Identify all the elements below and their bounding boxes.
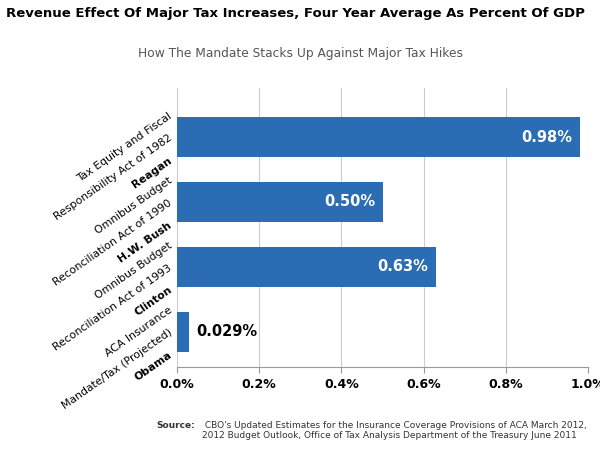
Text: Tax Equity and Fiscal: Tax Equity and Fiscal (76, 111, 174, 184)
Text: Omnibus Budget: Omnibus Budget (93, 240, 174, 301)
Text: 0.98%: 0.98% (521, 130, 572, 145)
Text: Responsibility Act of 1982: Responsibility Act of 1982 (52, 133, 174, 222)
Text: 0.63%: 0.63% (377, 259, 428, 274)
Bar (177, 246, 436, 287)
Bar (177, 182, 383, 222)
Text: 0.50%: 0.50% (324, 194, 375, 209)
Bar (177, 117, 580, 157)
Text: Revenue Effect Of Major Tax Increases, Four Year Average As Percent Of GDP: Revenue Effect Of Major Tax Increases, F… (6, 7, 585, 20)
Text: Source:: Source: (156, 421, 195, 430)
Text: ACA Insurance: ACA Insurance (103, 305, 174, 359)
Text: Reconciliation Act of 1990: Reconciliation Act of 1990 (52, 198, 174, 287)
Text: Obama: Obama (133, 350, 174, 383)
Text: CBO's Updated Estimates for the Insurance Coverage Provisions of ACA March 2012,: CBO's Updated Estimates for the Insuranc… (202, 421, 586, 440)
Bar (177, 312, 189, 352)
Text: Clinton: Clinton (133, 285, 174, 318)
Text: TPM: TPM (25, 416, 89, 440)
Text: Mandate/Tax (Projected): Mandate/Tax (Projected) (60, 327, 174, 412)
Text: Reconciliation Act of 1993: Reconciliation Act of 1993 (52, 263, 174, 352)
Text: Omnibus Budget: Omnibus Budget (93, 175, 174, 236)
Text: Reagan: Reagan (130, 155, 174, 190)
Text: How The Mandate Stacks Up Against Major Tax Hikes: How The Mandate Stacks Up Against Major … (137, 46, 463, 60)
Text: 0.029%: 0.029% (196, 324, 257, 339)
Text: H.W. Bush: H.W. Bush (117, 220, 174, 264)
